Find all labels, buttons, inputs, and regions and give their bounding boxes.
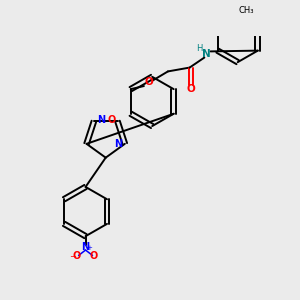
- Text: N: N: [82, 242, 90, 252]
- Text: O: O: [145, 77, 154, 87]
- Text: O: O: [108, 115, 116, 125]
- Text: N: N: [114, 139, 122, 149]
- Text: N: N: [97, 115, 105, 125]
- Text: CH₃: CH₃: [238, 6, 254, 15]
- Text: H: H: [196, 44, 203, 53]
- Text: O: O: [90, 251, 98, 261]
- Text: O: O: [73, 251, 81, 261]
- Text: −: −: [69, 252, 76, 261]
- Text: +: +: [86, 245, 92, 251]
- Text: O: O: [187, 84, 196, 94]
- Text: N: N: [202, 49, 211, 59]
